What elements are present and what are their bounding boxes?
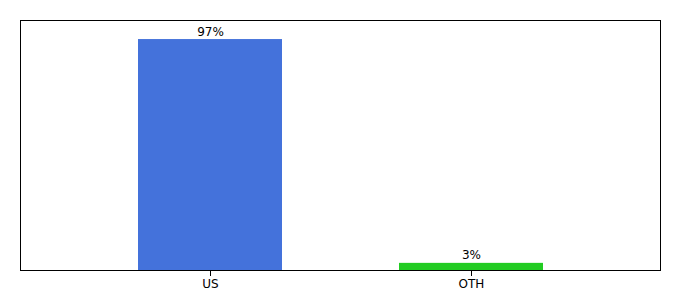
svg-text:97%: 97% <box>197 25 224 39</box>
svg-text:3%: 3% <box>462 248 481 262</box>
svg-text:US: US <box>202 277 218 291</box>
svg-text:OTH: OTH <box>459 277 485 291</box>
